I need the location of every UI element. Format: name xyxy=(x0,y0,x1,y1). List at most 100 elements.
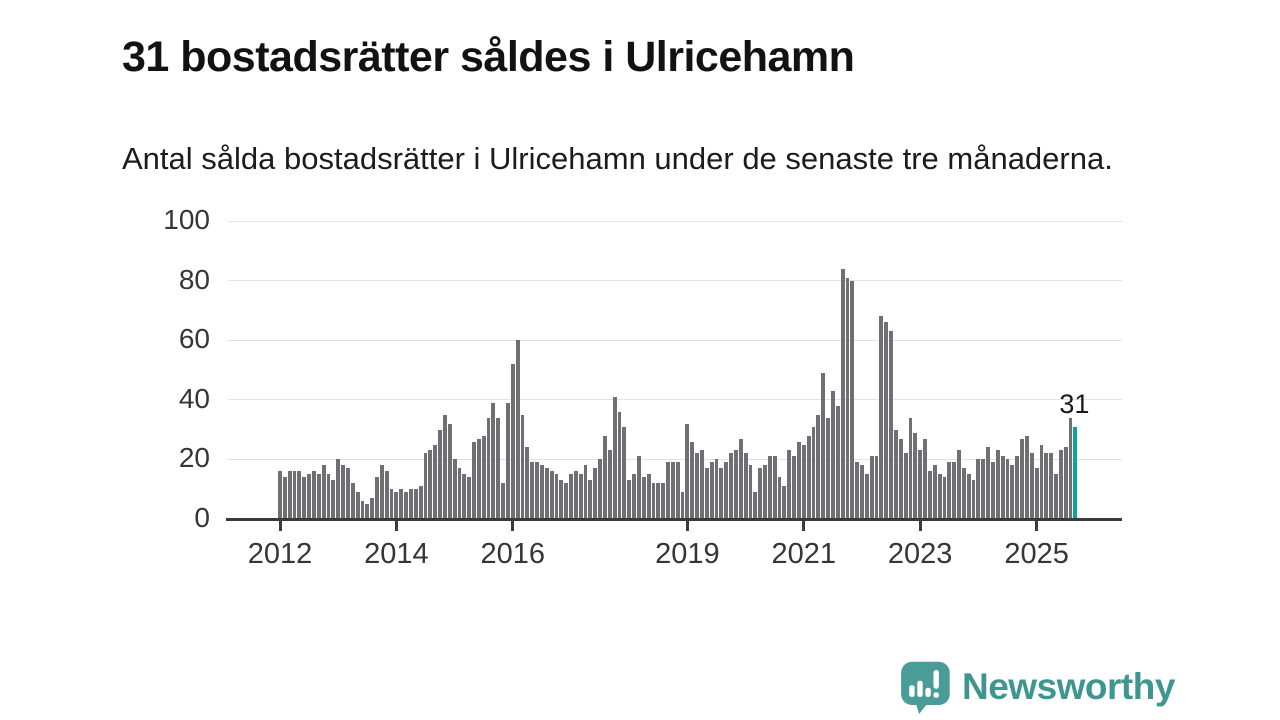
bar xyxy=(947,462,952,519)
gridline-60 xyxy=(228,339,1122,341)
bar xyxy=(360,501,365,519)
gridline-40 xyxy=(228,399,1122,401)
brand-name: Newsworthy xyxy=(962,666,1175,707)
last-value-label: 31 xyxy=(1059,388,1090,419)
bar xyxy=(1015,456,1020,519)
bar xyxy=(564,483,569,519)
bar xyxy=(1029,453,1034,519)
bar xyxy=(1058,450,1063,519)
bar xyxy=(913,432,918,519)
bar xyxy=(695,453,700,519)
bar xyxy=(554,474,559,519)
x-axis-line xyxy=(226,517,1122,521)
bar xyxy=(889,331,894,519)
bar xyxy=(282,477,287,519)
bar xyxy=(864,474,869,519)
bar xyxy=(1063,447,1068,519)
bar xyxy=(918,450,923,519)
bar xyxy=(748,465,753,519)
bar xyxy=(1024,435,1029,519)
x-axis-label-2019: 2019 xyxy=(655,538,720,570)
bar xyxy=(821,372,826,519)
bar xyxy=(307,474,312,519)
bar xyxy=(520,414,525,519)
bar xyxy=(743,453,748,519)
bar xyxy=(404,492,409,519)
x-axis-tick-2012 xyxy=(278,520,282,531)
bar xyxy=(321,465,326,519)
bar xyxy=(583,465,588,519)
bar xyxy=(365,504,370,519)
bar xyxy=(452,459,457,519)
bar xyxy=(598,459,603,519)
bar xyxy=(724,462,729,519)
bar xyxy=(641,477,646,519)
bar xyxy=(1010,465,1015,519)
bar xyxy=(384,471,389,519)
bar xyxy=(627,480,632,519)
bar xyxy=(879,316,884,519)
highlight-bar-latest xyxy=(1073,426,1078,519)
bar xyxy=(952,462,957,519)
bar xyxy=(336,459,341,519)
bar xyxy=(753,492,758,519)
bar xyxy=(607,450,612,519)
bar xyxy=(845,277,850,519)
bar xyxy=(399,489,404,519)
bar xyxy=(869,456,874,519)
bar xyxy=(617,411,622,519)
bar xyxy=(486,417,491,519)
page-title: 31 bostadsrätter såldes i Ulricehamn xyxy=(122,32,855,81)
y-axis-label-80: 80 xyxy=(178,263,210,295)
bar xyxy=(801,444,806,519)
bar xyxy=(331,480,336,519)
bar xyxy=(826,417,830,519)
bar xyxy=(680,492,685,519)
bar xyxy=(355,492,360,519)
bar xyxy=(394,492,399,519)
bar xyxy=(966,474,971,519)
bar xyxy=(719,468,724,519)
x-axis-label-2016: 2016 xyxy=(480,538,546,570)
x-axis-label-2021: 2021 xyxy=(771,538,837,570)
bar xyxy=(1068,417,1073,519)
bar xyxy=(302,477,307,519)
bar xyxy=(491,402,496,519)
bar xyxy=(971,480,976,519)
bar xyxy=(986,447,991,519)
bar xyxy=(350,483,355,519)
bar xyxy=(797,441,801,519)
bar xyxy=(782,486,787,519)
x-axis-label-2014: 2014 xyxy=(364,538,429,570)
bar xyxy=(447,423,452,519)
bar xyxy=(908,417,913,519)
bar xyxy=(370,498,375,519)
bar xyxy=(530,462,535,519)
bar xyxy=(656,483,661,519)
bar xyxy=(700,450,704,519)
newsworthy-logo[interactable]: Newsworthy xyxy=(897,660,1175,714)
gridline-100 xyxy=(228,220,1122,222)
bar xyxy=(578,474,583,519)
bar xyxy=(539,465,544,519)
bar xyxy=(525,447,530,519)
bar xyxy=(733,450,738,519)
bar xyxy=(709,462,714,519)
bar xyxy=(379,465,384,519)
y-axis-label-0: 0 xyxy=(194,502,210,533)
bar xyxy=(632,474,636,519)
bar xyxy=(840,268,845,519)
x-axis-tick-2016 xyxy=(511,520,515,531)
bar xyxy=(763,465,767,519)
bar xyxy=(1044,453,1049,519)
bar xyxy=(515,340,520,519)
x-axis-tick-2014 xyxy=(394,520,398,531)
bar xyxy=(428,450,433,519)
bar xyxy=(675,462,680,519)
bar xyxy=(501,483,506,519)
bar xyxy=(287,471,292,519)
bar xyxy=(612,396,617,519)
bar xyxy=(326,474,331,519)
bar xyxy=(923,438,927,519)
bar xyxy=(472,441,476,519)
